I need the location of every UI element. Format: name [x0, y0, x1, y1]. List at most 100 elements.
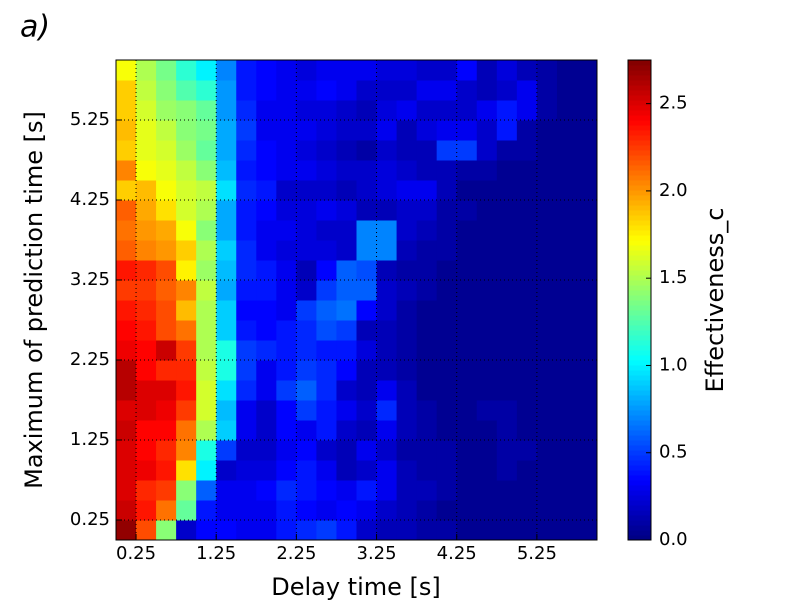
heatmap-cell — [296, 180, 317, 201]
heatmap-cell — [256, 180, 277, 201]
heatmap-cell — [376, 400, 398, 421]
heatmap-cell — [196, 400, 217, 421]
colorbar-swatch — [628, 375, 651, 381]
colorbar-swatch — [628, 410, 651, 416]
heatmap-cell — [456, 500, 478, 521]
heatmap-cell — [196, 160, 217, 181]
colorbar-swatch — [628, 185, 651, 191]
heatmap-cell — [356, 280, 378, 301]
heatmap-cell — [256, 100, 277, 121]
heatmap-cell — [336, 520, 357, 541]
heatmap-cell — [336, 480, 357, 501]
heatmap-cell — [436, 240, 458, 261]
plot-frame — [115, 59, 598, 541]
heatmap-cell — [576, 140, 598, 161]
heatmap-cell — [376, 460, 398, 481]
heatmap-cell — [136, 100, 157, 121]
heatmap-cell — [216, 80, 237, 101]
heatmap-cell — [476, 340, 498, 361]
heatmap-cell — [376, 120, 398, 141]
heatmap-cell — [336, 300, 357, 321]
heatmap-cell — [256, 460, 277, 481]
heatmap-cell — [276, 460, 297, 481]
heatmap-cell — [196, 360, 217, 381]
colorbar-swatch — [628, 60, 651, 66]
heatmap-cell — [256, 280, 277, 301]
heatmap-cell — [536, 240, 558, 261]
heatmap-cell — [516, 200, 538, 221]
heatmap-cell — [496, 140, 518, 161]
heatmap-cell — [536, 280, 558, 301]
heatmap-cell — [516, 360, 538, 381]
heatmap-cell — [356, 460, 378, 481]
heatmap-cell — [516, 520, 538, 541]
heatmap-cell — [216, 100, 237, 121]
heatmap-cell — [476, 160, 498, 181]
heatmap-cell — [536, 80, 558, 101]
heatmap-cell — [176, 320, 197, 341]
heatmap-cell — [176, 500, 197, 521]
heatmap-cell — [456, 420, 478, 441]
heatmap-cell — [236, 60, 257, 81]
heatmap-cell — [116, 80, 137, 101]
heatmap-cell — [296, 140, 317, 161]
colorbar-swatch — [628, 535, 651, 541]
colorbar-swatch — [628, 180, 651, 186]
heatmap-cell — [576, 280, 598, 301]
heatmap-cell — [176, 360, 197, 381]
heatmap-cell — [416, 260, 438, 281]
colorbar-swatch — [628, 140, 651, 146]
heatmap-cell — [496, 400, 518, 421]
heatmap-cell — [236, 400, 257, 421]
heatmap-cell — [256, 500, 277, 521]
heatmap-cell — [456, 320, 478, 341]
heatmap-cell — [336, 120, 357, 141]
heatmap-cell — [436, 420, 458, 441]
heatmap-cell — [276, 400, 297, 421]
heatmap-cell — [296, 280, 317, 301]
heatmap-cell — [396, 100, 418, 121]
heatmap-cell — [556, 440, 578, 461]
heatmap-cell — [116, 260, 137, 281]
heatmap-cell — [516, 460, 538, 481]
heatmap-cell — [576, 220, 598, 241]
heatmap-cell — [476, 360, 498, 381]
heatmap-cell — [216, 300, 237, 321]
heatmap-cell — [216, 380, 237, 401]
heatmap-cell — [536, 160, 558, 181]
heatmap-cell — [496, 260, 518, 281]
heatmap-cell — [236, 220, 257, 241]
colorbar-swatch — [628, 470, 651, 476]
heatmap-cell — [316, 480, 337, 501]
heatmap-cell — [136, 220, 157, 241]
heatmap-cell — [136, 200, 157, 221]
heatmap-cell — [556, 480, 578, 501]
heatmap-cell — [236, 500, 257, 521]
heatmap-cell — [556, 460, 578, 481]
heatmap-cell — [216, 420, 237, 441]
heatmap-cell — [256, 320, 277, 341]
heatmap-cell — [356, 80, 378, 101]
heatmap-cell — [576, 120, 598, 141]
heatmap-cell — [376, 140, 398, 161]
colorbar-swatch — [628, 520, 651, 526]
heatmap-cell — [516, 60, 538, 81]
heatmap-cell — [316, 100, 337, 121]
heatmap-cell — [296, 500, 317, 521]
colorbar-swatch — [628, 465, 651, 471]
heatmap-cell — [196, 60, 217, 81]
colorbar-swatch — [628, 365, 651, 371]
heatmap-cell — [396, 440, 418, 461]
heatmap-cell — [216, 460, 237, 481]
heatmap-cell — [296, 120, 317, 141]
heatmap-cell — [536, 200, 558, 221]
heatmap-cell — [116, 440, 137, 461]
heatmap-cell — [376, 160, 398, 181]
colorbar-swatch — [628, 240, 651, 246]
heatmap-cell — [576, 240, 598, 261]
heatmap-cell — [156, 200, 177, 221]
colorbar-swatch — [628, 500, 651, 506]
heatmap-cell — [276, 100, 297, 121]
heatmap-cell — [336, 260, 357, 281]
heatmap-cell — [356, 420, 378, 441]
